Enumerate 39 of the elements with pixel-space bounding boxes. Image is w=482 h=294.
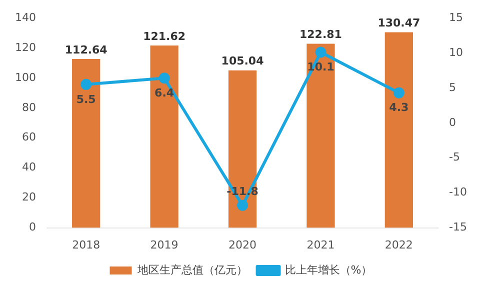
legend-label: 比上年增长（%） (284, 263, 372, 276)
bar (150, 46, 178, 228)
y2-tick-label: 15 (449, 10, 464, 24)
data-label: 105.04 (221, 54, 264, 68)
bar (306, 44, 335, 228)
data-label: 112.64 (64, 43, 108, 56)
y2-tick-label: -5 (449, 150, 460, 164)
bar (72, 59, 100, 228)
point (237, 200, 248, 211)
point (80, 78, 92, 90)
y-tick-label: 120 (14, 40, 36, 54)
y-tick-label: 140 (14, 10, 36, 24)
point (393, 87, 404, 98)
x-tick-label: 2019 (150, 238, 178, 252)
data-label: 5.5 (76, 92, 96, 106)
y2-tick-label: -15 (449, 220, 467, 234)
data-label: 121.62 (143, 30, 186, 43)
x-tick-label: 2020 (228, 238, 257, 252)
y2-tick-label: 5 (449, 80, 456, 94)
y2-tick-label: 0 (449, 116, 456, 129)
x-tick-label: 2022 (384, 238, 413, 252)
point (315, 46, 326, 58)
legend-label: 地区生产总值（亿元） (136, 263, 248, 276)
y-tick-label: 80 (22, 100, 36, 114)
data-label: 4.3 (389, 101, 409, 114)
x-tick-label: 2021 (306, 238, 335, 252)
y-tick-label: 100 (14, 70, 36, 84)
y-tick-label: 0 (28, 220, 36, 234)
y-tick-label: 20 (22, 190, 36, 204)
y2-tick-label: 10 (449, 46, 464, 59)
y-tick-label: 60 (22, 130, 36, 144)
point (158, 72, 170, 84)
data-label: 130.47 (378, 16, 420, 30)
x-tick-label: 2018 (72, 238, 100, 252)
bar (228, 70, 257, 228)
data-label: 122.81 (299, 28, 342, 42)
bar (384, 32, 414, 228)
y2-tick-label: -10 (449, 186, 467, 199)
y-tick-label: 40 (22, 160, 36, 174)
